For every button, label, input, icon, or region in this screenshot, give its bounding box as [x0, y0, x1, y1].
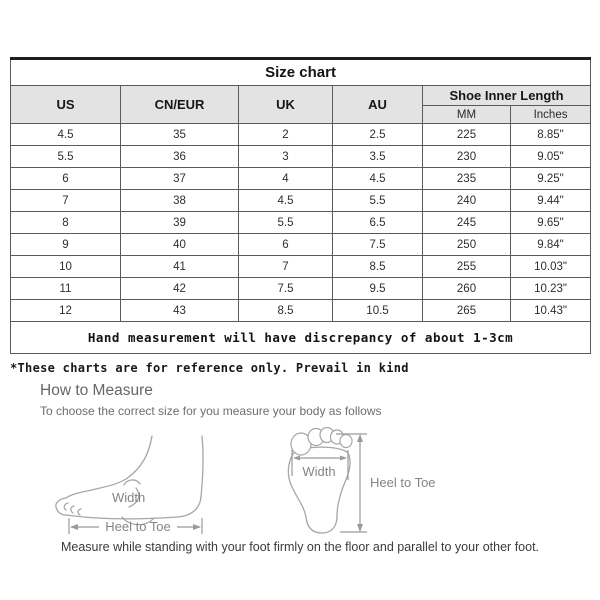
size-table-cell: 6.5: [332, 211, 423, 234]
reference-only-note: *These charts are for reference only. Pr…: [10, 361, 409, 375]
foot-side-view-icon: [55, 435, 204, 526]
side-width-label: Width: [112, 490, 145, 505]
size-table-cell: 8.5: [238, 299, 333, 322]
size-table-cell: 12: [10, 299, 121, 322]
size-table-cell: 42: [120, 277, 239, 300]
size-table-cell: 9.5: [332, 277, 423, 300]
table-subheader-row: MM Inches: [11, 105, 592, 124]
size-table-cell: 10.5: [332, 299, 423, 322]
size-table-cell: 41: [120, 255, 239, 278]
size-table-cell: 235: [422, 167, 511, 190]
size-table-cell: 43: [120, 299, 239, 322]
size-table-cell: 250: [422, 233, 511, 256]
size-chart-title: Size chart: [9, 58, 592, 86]
size-table-cell: 5.5: [10, 145, 121, 168]
column-header-shoe-inner-length: Shoe Inner Length: [421, 85, 592, 106]
size-table-row: 12 43 8.5 10.5 265 10.43": [10, 299, 592, 322]
column-header-us: US: [10, 85, 121, 124]
size-table-cell: 11: [10, 277, 121, 300]
size-table-cell: 10.43": [509, 299, 592, 322]
how-to-measure-heading: How to Measure: [40, 382, 153, 399]
column-header-mm: MM: [422, 105, 511, 124]
size-table-cell: 7: [238, 255, 333, 278]
measurement-diagram: Width Heel to Toe Width: [55, 426, 436, 534]
size-table-row: 8 39 5.5 6.5 245 9.65": [10, 211, 592, 234]
size-table-row: 7 38 4.5 5.5 240 9.44": [10, 189, 592, 212]
size-table-cell: 4: [238, 167, 333, 190]
side-heel-to-toe-measure: Heel to Toe: [68, 518, 203, 534]
size-table-row: 4.5 35 2 2.5 225 8.85": [10, 123, 592, 146]
measurement-discrepancy-note: Hand measurement will have discrepancy o…: [9, 321, 592, 354]
size-table-cell: 8: [10, 211, 121, 234]
size-table-cell: 5.5: [332, 189, 423, 212]
size-table-cell: 5.5: [238, 211, 333, 234]
table-title-row: Size chart: [9, 58, 592, 86]
size-table-cell: 9: [10, 233, 121, 256]
measuring-instruction: Measure while standing with your foot fi…: [60, 540, 540, 554]
column-header-inches: Inches: [509, 105, 592, 124]
size-chart-table: Size chart US CN/EUR UK AU Shoe Inner Le…: [9, 57, 592, 354]
size-table-row: 6 37 4 4.5 235 9.25": [10, 167, 592, 190]
size-table-row: 9 40 6 7.5 250 9.84": [10, 233, 592, 256]
table-footnote-row: Hand measurement will have discrepancy o…: [9, 321, 592, 354]
size-table-cell: 7.5: [332, 233, 423, 256]
how-to-measure-subheading: To choose the correct size for you measu…: [40, 404, 382, 418]
size-table-row: 11 42 7.5 9.5 260 10.23": [10, 277, 592, 300]
size-table-cell: 6: [238, 233, 333, 256]
column-header-uk: UK: [238, 85, 333, 124]
column-header-cneur: CN/EUR: [120, 85, 239, 124]
size-table-cell: 240: [422, 189, 511, 212]
size-table-cell: 38: [120, 189, 239, 212]
size-table-cell: 7.5: [238, 277, 333, 300]
size-table-row: 5.5 36 3 3.5 230 9.05": [10, 145, 592, 168]
size-table-cell: 4.5: [332, 167, 423, 190]
size-table-cell: 255: [422, 255, 511, 278]
size-table-cell: 9.84": [509, 233, 592, 256]
size-table-cell: 10.23": [509, 277, 592, 300]
size-table-cell: 8.85": [509, 123, 592, 146]
size-table-cell: 10: [10, 255, 121, 278]
foot-top-view-icon: [287, 426, 353, 534]
top-heel-to-toe-label: Heel to Toe: [370, 475, 436, 490]
size-table-cell: 2.5: [332, 123, 423, 146]
size-table-cell: 36: [120, 145, 239, 168]
size-table-cell: 230: [422, 145, 511, 168]
size-table-cell: 40: [120, 233, 239, 256]
top-heel-to-toe-measure: Heel to Toe: [336, 433, 436, 533]
top-width-measure: Width: [291, 450, 349, 480]
size-table-cell: 9.25": [509, 167, 592, 190]
size-table-cell: 3: [238, 145, 333, 168]
size-table-cell: 10.03": [509, 255, 592, 278]
size-table-cell: 8.5: [332, 255, 423, 278]
size-table-row: 10 41 7 8.5 255 10.03": [10, 255, 592, 278]
size-table-cell: 9.05": [509, 145, 592, 168]
size-table-cell: 6: [10, 167, 121, 190]
size-table-cell: 4.5: [10, 123, 121, 146]
size-table-cell: 260: [422, 277, 511, 300]
size-table-cell: 7: [10, 189, 121, 212]
size-table-cell: 9.65": [509, 211, 592, 234]
size-table-cell: 265: [422, 299, 511, 322]
table-header-row: US CN/EUR UK AU Shoe Inner Length: [10, 85, 592, 124]
size-table-cell: 2: [238, 123, 333, 146]
size-table-cell: 3.5: [332, 145, 423, 168]
column-header-au: AU: [332, 85, 423, 124]
top-width-label: Width: [302, 464, 335, 479]
size-table-cell: 37: [120, 167, 239, 190]
side-heel-to-toe-label: Heel to Toe: [105, 519, 171, 534]
size-table-cell: 225: [422, 123, 511, 146]
size-table-cell: 4.5: [238, 189, 333, 212]
size-table-cell: 39: [120, 211, 239, 234]
size-table-cell: 35: [120, 123, 239, 146]
size-table-cell: 9.44": [509, 189, 592, 212]
size-table-body: 4.5 35 2 2.5 225 8.85" 5.5 36 3 3.5 230 9.05" 6 37 4 4.…: [10, 123, 592, 322]
size-table-cell: 245: [422, 211, 511, 234]
